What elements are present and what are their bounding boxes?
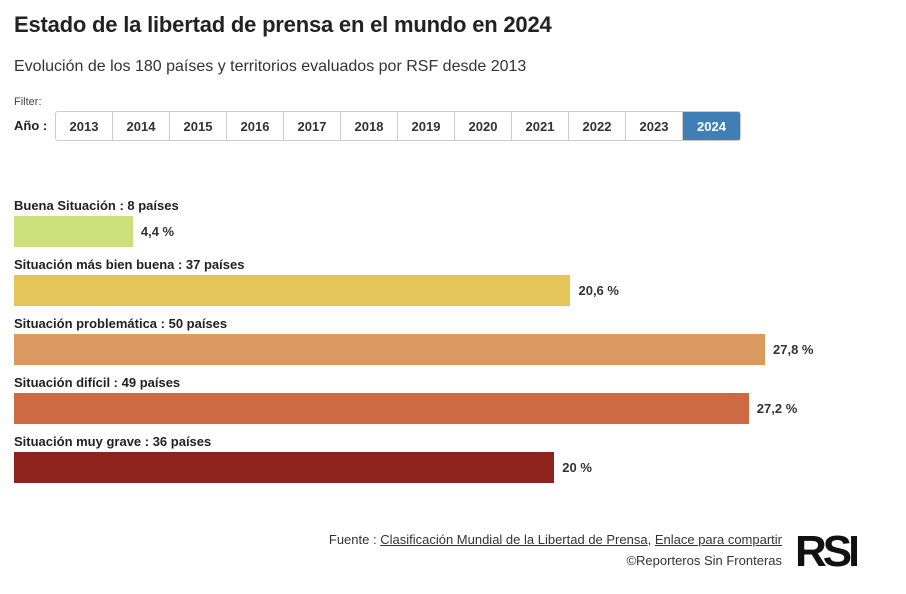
category-label: Situación más bien buena : 37 países [14,257,245,272]
rsf-logo: RSF [795,526,878,576]
copyright: ©Reporteros Sin Fronteras [626,553,782,568]
category-label: Buena Situación : 8 países [14,198,179,213]
bar [14,216,133,247]
category-label: Situación muy grave : 36 países [14,434,212,449]
value-label: 27,2 % [756,401,798,416]
year-button-2015[interactable]: 2015 [170,112,227,140]
year-button-2022[interactable]: 2022 [569,112,626,140]
value-label: 20 % [562,460,592,475]
year-button-2019[interactable]: 2019 [398,112,455,140]
year-button-2016[interactable]: 2016 [227,112,284,140]
chart-title: Estado de la libertad de prensa en el mu… [14,12,552,37]
value-label: 20,6 % [578,283,619,298]
share-link[interactable]: Enlace para compartir [654,532,782,547]
year-button-2018[interactable]: 2018 [341,112,398,140]
year-button-2020[interactable]: 2020 [455,112,512,140]
filter-label: Filter: [14,96,42,108]
bar [14,393,749,424]
year-button-2024[interactable]: 2024 [683,112,740,140]
year-button-2013[interactable]: 2013 [56,112,113,140]
year-button-2017[interactable]: 2017 [284,112,341,140]
year-selector: 2013 2014 2015 2016 2017 2018 2019 2020 2021 2022… [55,111,741,141]
category-label: Situación difícil : 49 países [14,375,181,390]
ranking-link[interactable]: Clasificación Mundial de la Libertad de … [380,532,648,547]
year-button-2014[interactable]: 2014 [113,112,170,140]
rsf-logo-text: RSF [795,527,857,570]
chart-subtitle: Evolución de los 180 países y territorio… [14,58,527,75]
bar [14,452,555,483]
source-line: Fuente : Clasificación Mundial de la Lib… [329,532,782,547]
bar [14,334,765,365]
category-label: Situación problemática : 50 países [14,316,228,331]
source-prefix: Fuente : [328,532,381,547]
source-separator: , [647,532,655,547]
year-button-2021[interactable]: 2021 [512,112,569,140]
year-button-2023[interactable]: 2023 [626,112,683,140]
year-label: Año : [14,118,48,133]
value-label: 27,8 % [773,342,814,357]
value-label: 4,4 % [140,224,175,239]
bar [14,275,571,306]
